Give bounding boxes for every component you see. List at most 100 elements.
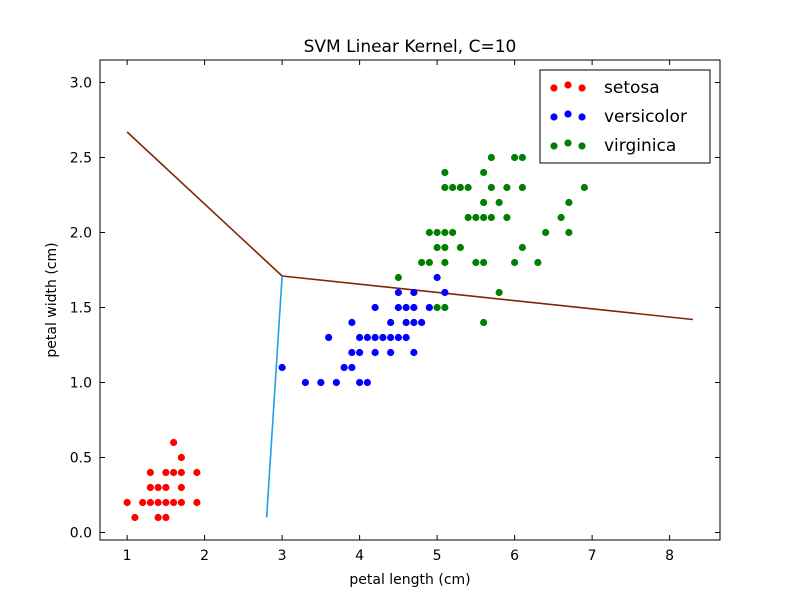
virginica-point-8 xyxy=(441,303,449,312)
x-axis-label: petal length (cm) xyxy=(349,572,470,588)
legend-marker-setosa xyxy=(564,81,572,89)
setosa-point-16 xyxy=(170,438,178,447)
setosa-point-17 xyxy=(177,498,185,507)
x-tick-label: 6 xyxy=(510,548,519,564)
versicolor-point-3 xyxy=(317,378,325,387)
virginica-point-13 xyxy=(441,168,449,177)
virginica-point-12 xyxy=(441,183,449,192)
virginica-point-27 xyxy=(487,213,495,222)
setosa-point-14 xyxy=(170,498,178,507)
legend-marker-setosa xyxy=(550,84,558,92)
legend-marker-virginica xyxy=(578,142,586,150)
virginica-point-44 xyxy=(580,183,588,192)
virginica-point-4 xyxy=(425,228,433,237)
versicolor-point-31 xyxy=(410,288,418,297)
setosa-point-22 xyxy=(193,468,201,477)
versicolor-point-34 xyxy=(433,273,441,282)
virginica-point-26 xyxy=(480,168,488,177)
virginica-point-23 xyxy=(480,258,488,267)
setosa-point-11 xyxy=(162,498,170,507)
axis-ticks: 1 2 3 4 5 6 7 8 0.0 0.5 1.0 1.5 2.0 2.5 3.0 xyxy=(70,60,720,564)
legend-marker-versicolor xyxy=(564,110,572,118)
virginica-point-17 xyxy=(456,183,464,192)
virginica-point-22 xyxy=(480,318,488,327)
virginica-point-30 xyxy=(495,288,503,297)
virginica-point-2 xyxy=(418,258,426,267)
setosa-point-12 xyxy=(162,483,170,492)
virginica-point-42 xyxy=(565,228,573,237)
versicolor-point-32 xyxy=(418,318,426,327)
setosa-point-10 xyxy=(162,513,170,522)
versicolor-point-17 xyxy=(371,303,379,312)
virginica-point-37 xyxy=(518,183,526,192)
versicolor-point-4 xyxy=(325,333,333,342)
virginica-point-28 xyxy=(487,183,495,192)
x-tick-label: 4 xyxy=(355,548,364,564)
y-tick-label: 0.0 xyxy=(70,526,92,542)
versicolor-point-28 xyxy=(410,348,418,357)
legend-marker-virginica xyxy=(564,139,572,147)
virginica-point-35 xyxy=(511,153,519,162)
versicolor-point-20 xyxy=(387,333,395,342)
versicolor-point-16 xyxy=(371,333,379,342)
versicolor-point-14 xyxy=(363,333,371,342)
y-tick-label: 1.0 xyxy=(70,376,92,392)
legend-marker-versicolor xyxy=(578,113,586,121)
x-tick-label: 1 xyxy=(123,548,132,564)
y-axis-label: petal width (cm) xyxy=(44,242,60,357)
virginica-point-3 xyxy=(425,258,433,267)
versicolor-point-6 xyxy=(340,363,348,372)
setosa-point-19 xyxy=(177,468,185,477)
virginica-point-20 xyxy=(472,258,480,267)
virginica-point-34 xyxy=(511,258,519,267)
virginica-point-10 xyxy=(441,243,449,252)
virginica-point-41 xyxy=(557,213,565,222)
versicolor-point-5 xyxy=(332,378,340,387)
virginica-point-43 xyxy=(565,198,573,207)
versicolor-point-35 xyxy=(441,288,449,297)
versicolor-point-29 xyxy=(410,318,418,327)
versicolor-point-2 xyxy=(301,378,309,387)
versicolor-point-24 xyxy=(394,288,402,297)
x-tick-label: 8 xyxy=(665,548,674,564)
virginica-point-29 xyxy=(487,153,495,162)
y-tick-label: 1.5 xyxy=(70,301,92,317)
virginica-point-40 xyxy=(542,228,550,237)
virginica-point-5 xyxy=(433,303,441,312)
axes-frame xyxy=(99,59,721,541)
versicolor-point-26 xyxy=(402,318,410,327)
virginica-point-6 xyxy=(433,243,441,252)
virginica-point-38 xyxy=(518,153,526,162)
virginica-point-9 xyxy=(441,258,449,267)
decision-line-1 xyxy=(126,131,283,277)
virginica-point-36 xyxy=(518,243,526,252)
virginica-point-7 xyxy=(433,228,441,237)
legend-marker-virginica xyxy=(550,142,558,150)
legend-label-setosa: setosa xyxy=(604,78,660,98)
versicolor-point-30 xyxy=(410,303,418,312)
setosa-point-20 xyxy=(177,453,185,462)
versicolor-point-8 xyxy=(348,348,356,357)
data-points xyxy=(123,153,588,522)
setosa-point-8 xyxy=(154,498,162,507)
virginica-point-32 xyxy=(503,213,511,222)
legend-marker-versicolor xyxy=(550,113,558,121)
virginica-point-39 xyxy=(534,258,542,267)
chart-title: SVM Linear Kernel, C=10 xyxy=(304,37,517,57)
setosa-point-6 xyxy=(146,468,154,477)
virginica-point-16 xyxy=(456,243,464,252)
versicolor-point-33 xyxy=(425,303,433,312)
setosa-point-9 xyxy=(154,483,162,492)
versicolor-point-23 xyxy=(394,303,402,312)
versicolor-point-15 xyxy=(371,348,379,357)
legend-label-virginica: virginica xyxy=(604,136,676,156)
y-tick-label: 0.5 xyxy=(70,451,92,467)
setosa-point-5 xyxy=(146,483,154,492)
setosa-point-15 xyxy=(170,468,178,477)
versicolor-point-18 xyxy=(379,333,387,342)
setosa-point-13 xyxy=(162,468,170,477)
y-tick-label: 3.0 xyxy=(70,76,92,92)
setosa-point-3 xyxy=(139,498,147,507)
versicolor-point-21 xyxy=(387,318,395,327)
